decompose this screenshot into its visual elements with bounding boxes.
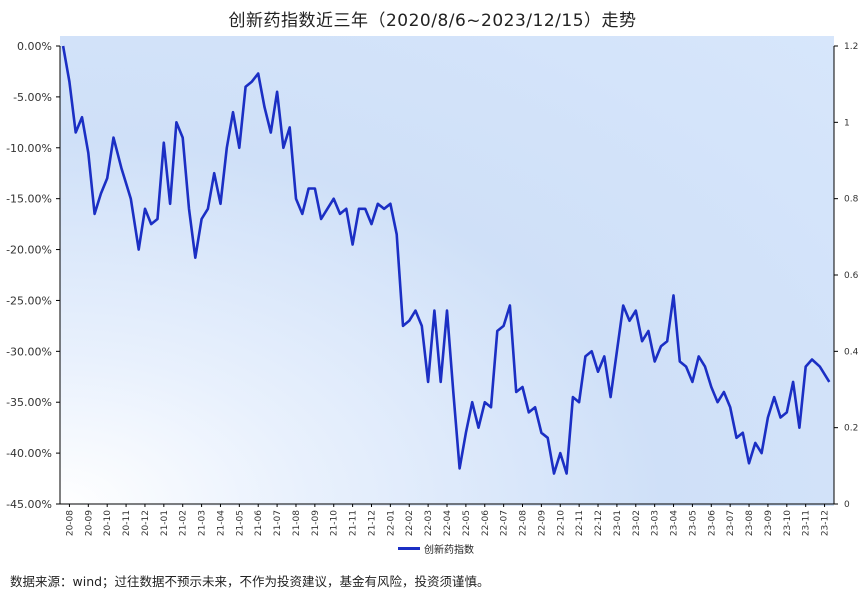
x-tick-label: 22-09	[537, 510, 547, 536]
y-left-tick-label: -25.00%	[6, 294, 52, 307]
x-tick-label: 21-11	[349, 510, 359, 536]
x-tick-label: 21-04	[216, 510, 226, 536]
x-tick-label: 21-05	[235, 510, 245, 536]
line-chart: 0.00% -5.00% -10.00% -15.00% -20.00% -25.00% -…	[6, 40, 859, 536]
x-tick-label: 21-03	[198, 510, 208, 536]
x-tick-label: 21-07	[273, 510, 283, 536]
x-tick-label: 22-02	[405, 510, 415, 536]
x-tick-label: 23-03	[651, 510, 661, 536]
x-tick-label: 22-03	[424, 510, 434, 536]
x-tick-label: 23-02	[632, 510, 642, 536]
x-tick-label: 21-09	[311, 510, 321, 536]
y-right-tick-label: 0.6	[844, 271, 859, 281]
plot-background	[60, 36, 834, 506]
y-left-tick-label: -15.00%	[6, 193, 52, 206]
x-tick-label: 23-09	[764, 510, 774, 536]
x-tick-label: 22-12	[594, 510, 604, 536]
x-tick-label: 22-01	[386, 510, 396, 536]
series-line-innovative-drug-index	[61, 45, 831, 475]
x-tick-label: 21-06	[254, 510, 264, 536]
source-footnote: 数据来源：wind；过往数据不预示未来，不作为投资建议，基金有风险，投资须谨慎。	[10, 574, 490, 589]
y-right-tick-label: 0.2	[844, 424, 858, 434]
x-tick-label: 20-12	[141, 510, 151, 536]
x-tick-label: 20-11	[122, 510, 132, 536]
y-right-tick-label: 1	[844, 118, 850, 128]
y-left-tick-label: -40.00%	[6, 447, 52, 460]
y-right-tick-label: 1.2	[844, 42, 858, 52]
chart-title: 创新药指数近三年（2020/8/6~2023/12/15）走势	[228, 11, 637, 31]
y-left-tick-label: -5.00%	[13, 91, 52, 104]
y-left-tick-label: 0.00%	[17, 40, 52, 53]
x-tick-label: 22-06	[481, 510, 491, 536]
legend: 创新药指数	[398, 541, 474, 556]
x-tick-label: 20-10	[103, 510, 113, 536]
x-tick-label: 21-08	[292, 510, 302, 536]
x-tick-label: 22-11	[575, 510, 585, 536]
x-tick-label: 21-12	[367, 510, 377, 536]
y-left-tick-label: -35.00%	[6, 396, 52, 409]
x-tick-label: 20-08	[65, 510, 75, 536]
y-left-tick-label: -20.00%	[6, 244, 52, 257]
x-tick-label: 23-06	[707, 510, 717, 536]
y-left-tick-label: -10.00%	[6, 142, 52, 155]
x-tick-label: 22-10	[556, 510, 566, 536]
x-tick-label: 22-07	[500, 510, 510, 536]
x-tick-label: 21-02	[179, 510, 189, 536]
x-tick-label: 22-04	[443, 510, 453, 536]
y-left-tick-label: -45.00%	[6, 498, 52, 511]
x-tick-label: 23-10	[783, 510, 793, 536]
y-right-tick-label: 0.4	[844, 347, 859, 357]
x-tick-label: 20-09	[84, 510, 94, 536]
y-left-tick-label: -30.00%	[6, 345, 52, 358]
x-tick-label: 21-01	[160, 510, 170, 536]
x-tick-label: 23-01	[613, 510, 623, 536]
x-tick-label: 23-07	[726, 510, 736, 536]
x-tick-label: 23-08	[745, 510, 755, 536]
x-tick-label: 23-04	[670, 510, 680, 536]
x-tick-label: 22-08	[519, 510, 529, 536]
chart-area: 0.00% -5.00% -10.00% -15.00% -20.00% -25.00% -…	[0, 34, 865, 562]
y-right-tick-label: 0.8	[844, 195, 859, 205]
legend-swatch	[398, 547, 420, 550]
y-right-tick-label: 0	[844, 500, 850, 510]
x-tick-label: 23-11	[802, 510, 812, 536]
x-tick-label: 23-12	[821, 510, 831, 536]
x-tick-label: 22-05	[462, 510, 472, 536]
x-tick-label: 21-10	[330, 510, 340, 536]
x-tick-label: 23-05	[688, 510, 698, 536]
legend-label: 创新药指数	[424, 545, 474, 556]
